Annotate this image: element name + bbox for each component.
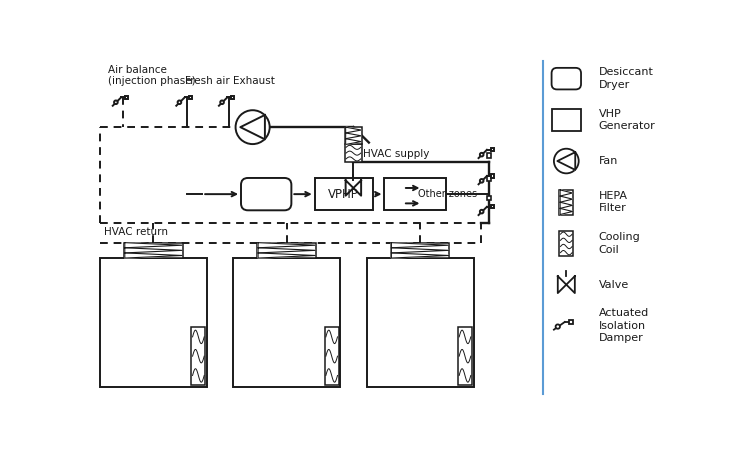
Text: VHP
Generator: VHP Generator	[598, 108, 656, 131]
Circle shape	[114, 100, 118, 104]
Bar	[491, 205, 494, 208]
Text: Air balance
(injection phase): Air balance (injection phase)	[108, 65, 195, 86]
Bar	[125, 96, 128, 99]
Polygon shape	[346, 139, 362, 144]
Circle shape	[480, 153, 484, 157]
Circle shape	[178, 100, 182, 104]
Bar	[458, 327, 472, 385]
Polygon shape	[346, 127, 362, 133]
Bar	[191, 327, 206, 385]
Bar	[345, 127, 362, 144]
Text: VPHP: VPHP	[328, 188, 359, 201]
Polygon shape	[258, 243, 315, 248]
Polygon shape	[240, 115, 265, 140]
Polygon shape	[346, 180, 353, 196]
Text: Other zones: Other zones	[419, 189, 478, 199]
Polygon shape	[560, 196, 572, 202]
Polygon shape	[392, 253, 448, 258]
Bar	[124, 243, 183, 258]
Polygon shape	[558, 276, 566, 293]
Polygon shape	[124, 253, 182, 258]
Circle shape	[236, 110, 270, 144]
Polygon shape	[557, 152, 575, 170]
Bar	[487, 176, 491, 181]
FancyBboxPatch shape	[241, 178, 291, 210]
Bar	[233, 258, 340, 387]
Bar	[560, 231, 573, 256]
Polygon shape	[124, 243, 182, 248]
Bar	[231, 96, 235, 99]
Text: Desiccant
Dryer: Desiccant Dryer	[598, 68, 654, 90]
Polygon shape	[560, 190, 572, 196]
Bar	[487, 153, 491, 158]
Circle shape	[480, 179, 484, 183]
Bar	[391, 243, 449, 258]
Bar	[100, 258, 207, 387]
Polygon shape	[560, 202, 572, 208]
Bar	[325, 327, 339, 385]
Polygon shape	[258, 253, 315, 258]
Text: HVAC supply: HVAC supply	[363, 148, 429, 159]
Bar	[367, 258, 473, 387]
Polygon shape	[392, 248, 448, 253]
Bar	[491, 175, 494, 178]
Bar	[345, 144, 362, 162]
Bar	[257, 243, 316, 258]
Bar	[569, 320, 573, 324]
Text: Cooling
Coil: Cooling Coil	[598, 232, 640, 255]
Circle shape	[556, 324, 560, 329]
Polygon shape	[566, 276, 574, 293]
Bar	[560, 190, 573, 215]
Text: Fan: Fan	[598, 156, 618, 166]
Circle shape	[220, 100, 224, 104]
Polygon shape	[258, 248, 315, 253]
Polygon shape	[124, 248, 182, 253]
Bar	[384, 178, 446, 210]
Circle shape	[480, 210, 484, 213]
Bar	[189, 96, 192, 99]
Polygon shape	[392, 243, 448, 248]
Text: Valve: Valve	[598, 279, 629, 290]
Text: Exhaust: Exhaust	[233, 76, 275, 86]
Polygon shape	[346, 133, 362, 139]
Text: Actuated
Isolation
Damper: Actuated Isolation Damper	[598, 308, 649, 343]
Circle shape	[554, 148, 579, 173]
FancyBboxPatch shape	[551, 68, 581, 90]
Text: HVAC return: HVAC return	[104, 227, 168, 237]
Polygon shape	[353, 180, 362, 196]
Bar	[491, 148, 494, 151]
Bar	[315, 178, 373, 210]
Polygon shape	[560, 208, 572, 215]
Bar	[551, 109, 581, 130]
Text: Fresh air: Fresh air	[185, 76, 230, 86]
Bar	[487, 196, 491, 200]
Text: HEPA
Filter: HEPA Filter	[598, 191, 628, 213]
